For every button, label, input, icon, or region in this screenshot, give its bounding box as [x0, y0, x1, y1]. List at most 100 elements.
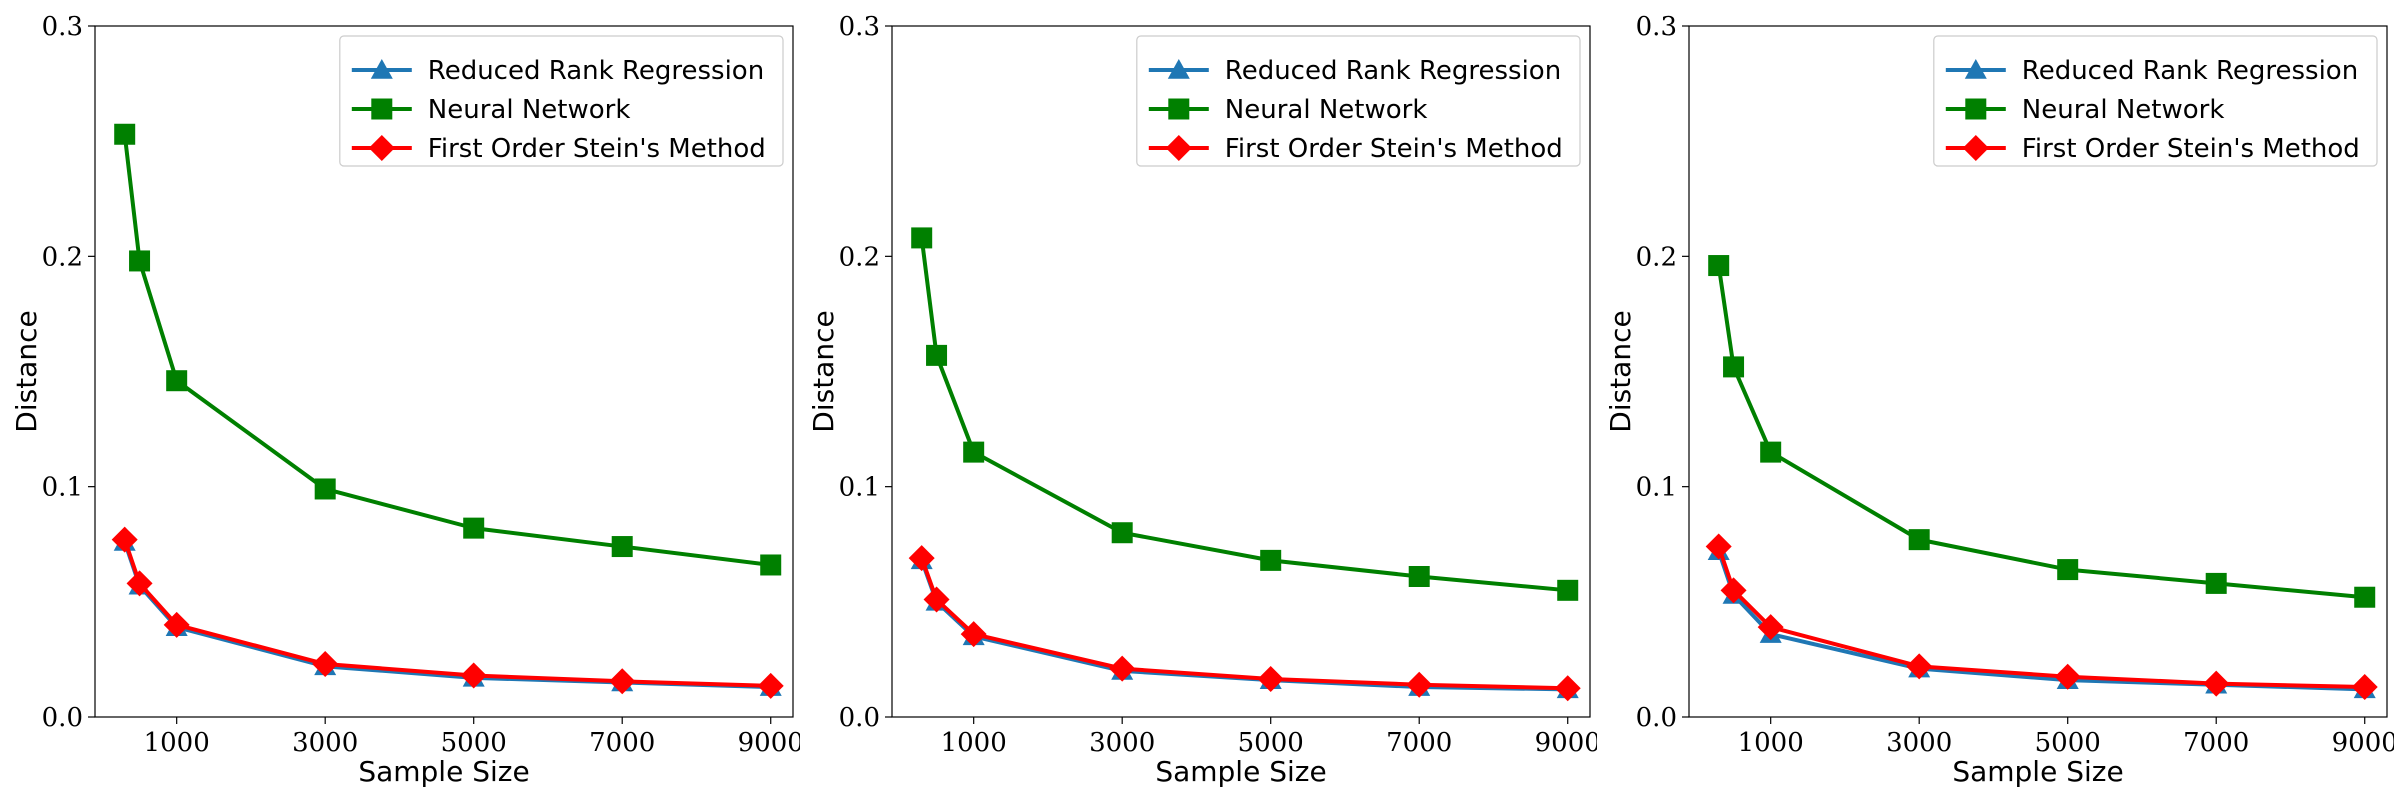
- data-point-diamond: [1720, 577, 1747, 604]
- legend-marker-triangle: [1167, 59, 1190, 79]
- y-axis-label: Distance: [10, 310, 43, 432]
- y-tick-label: 0.2: [42, 242, 83, 272]
- data-point-diamond: [1257, 665, 1284, 692]
- series-line-triangle: [1716, 550, 2365, 692]
- legend-marker-diamond: [368, 135, 395, 161]
- data-point-square: [1260, 549, 1282, 571]
- data-point-square: [314, 478, 336, 500]
- data-point-square: [963, 441, 985, 463]
- legend-label: First Order Stein's Method: [1225, 134, 1563, 164]
- x-tick-label: 1000: [1738, 728, 1804, 758]
- x-tick-label: 5000: [1238, 728, 1304, 758]
- data-point-square: [1708, 255, 1730, 277]
- data-point-diamond: [1406, 671, 1433, 698]
- data-point-square: [1908, 529, 1930, 551]
- data-point-diamond: [923, 586, 950, 613]
- x-tick-label: 3000: [1886, 728, 1952, 758]
- data-point-diamond: [1554, 675, 1581, 702]
- x-tick-label: 9000: [2332, 728, 2394, 758]
- data-point-square: [1760, 441, 1782, 463]
- data-point-square: [2354, 586, 2376, 608]
- data-point-diamond: [609, 668, 636, 695]
- legend-box: [339, 35, 784, 167]
- legend-marker-triangle: [370, 59, 393, 79]
- data-point-diamond: [908, 545, 935, 572]
- y-axis-label: Distance: [807, 310, 840, 432]
- legend-marker-square: [1168, 98, 1190, 120]
- series-line-square: [122, 134, 771, 567]
- data-point-diamond: [1906, 653, 1933, 680]
- y-tick-label: 0.1: [1636, 473, 1677, 503]
- y-tick-label: 0.3: [42, 12, 83, 42]
- y-tick-label: 0.3: [1636, 12, 1677, 42]
- legend-label: Reduced Rank Regression: [2022, 56, 2358, 86]
- data-point-square: [114, 123, 136, 145]
- data-point-square: [2205, 572, 2227, 594]
- x-tick-label: 1000: [941, 728, 1007, 758]
- data-point-square: [166, 370, 188, 392]
- data-point-diamond: [460, 662, 487, 689]
- data-point-square: [1408, 565, 1430, 587]
- legend-box: [1933, 35, 2378, 167]
- legend-label: Neural Network: [428, 95, 631, 125]
- chart-panel-3: 0.0 0.1 0.2 0.3 1000 3000 5000 7000 9000 Sample S…: [1594, 0, 2394, 800]
- legend-label: First Order Stein's Method: [2022, 134, 2360, 164]
- y-tick-label: 0.0: [839, 703, 880, 733]
- legend-box: [1136, 35, 1581, 167]
- y-tick-label: 0.1: [839, 473, 880, 503]
- data-point-diamond: [1109, 655, 1136, 682]
- data-point-diamond: [960, 621, 987, 648]
- data-point-square: [760, 554, 782, 576]
- plot-frame: [891, 25, 1591, 718]
- chart-svg: 0.0 0.1 0.2 0.3 1000 3000 5000 7000 9000 Sample S…: [10, 12, 800, 788]
- legend-marker-diamond: [1962, 135, 1989, 161]
- chart-panel-2: 0.0 0.1 0.2 0.3 1000 3000 5000 7000 9000 Sample S…: [797, 0, 1597, 800]
- data-point-square: [129, 250, 151, 272]
- legend: Reduced Rank Regression Neural Network Fir…: [1136, 35, 1581, 167]
- data-point-diamond: [1705, 533, 1732, 560]
- x-axis-label: Sample Size: [1155, 755, 1326, 788]
- x-tick-label: 9000: [738, 728, 800, 758]
- legend-label: Reduced Rank Regression: [428, 56, 764, 86]
- legend-label: Reduced Rank Regression: [1225, 56, 1561, 86]
- legend-label: Neural Network: [2022, 95, 2225, 125]
- data-point-diamond: [757, 672, 784, 699]
- legend-marker-square: [371, 98, 393, 120]
- y-tick-label: 0.0: [1636, 703, 1677, 733]
- y-axis-label: Distance: [1604, 310, 1637, 432]
- data-point-diamond: [2203, 670, 2230, 697]
- plot-frame: [94, 25, 794, 718]
- chart-panel-1: 0.0 0.1 0.2 0.3 1000 3000 5000 7000 9000 Sample S…: [0, 0, 800, 800]
- data-point-diamond: [2351, 674, 2378, 701]
- data-point-diamond: [111, 526, 138, 553]
- legend: Reduced Rank Regression Neural Network Fir…: [339, 35, 784, 167]
- x-tick-label: 5000: [441, 728, 507, 758]
- legend-label: Neural Network: [1225, 95, 1428, 125]
- data-point-square: [611, 536, 633, 558]
- x-tick-label: 5000: [2035, 728, 2101, 758]
- data-point-diamond: [312, 651, 339, 678]
- data-point-square: [463, 517, 485, 539]
- y-tick-label: 0.2: [1636, 242, 1677, 272]
- data-point-square: [2057, 559, 2079, 581]
- data-point-square: [1111, 522, 1133, 544]
- x-tick-label: 7000: [2183, 728, 2249, 758]
- data-point-diamond: [126, 570, 153, 597]
- y-tick-label: 0.0: [42, 703, 83, 733]
- y-tick-label: 0.2: [839, 242, 880, 272]
- series-line-diamond: [122, 539, 771, 688]
- data-point-diamond: [2054, 663, 2081, 690]
- data-point-square: [911, 227, 933, 249]
- x-axis-label: Sample Size: [358, 755, 529, 788]
- x-tick-label: 1000: [144, 728, 210, 758]
- y-tick-label: 0.1: [42, 473, 83, 503]
- chart-svg: 0.0 0.1 0.2 0.3 1000 3000 5000 7000 9000 Sample S…: [807, 12, 1597, 788]
- series-line-square: [1716, 265, 2365, 600]
- x-tick-label: 9000: [1535, 728, 1597, 758]
- data-point-square: [926, 344, 948, 366]
- x-tick-label: 3000: [292, 728, 358, 758]
- series-line-diamond: [919, 557, 1568, 691]
- x-tick-label: 7000: [589, 728, 655, 758]
- legend-marker-diamond: [1165, 135, 1192, 161]
